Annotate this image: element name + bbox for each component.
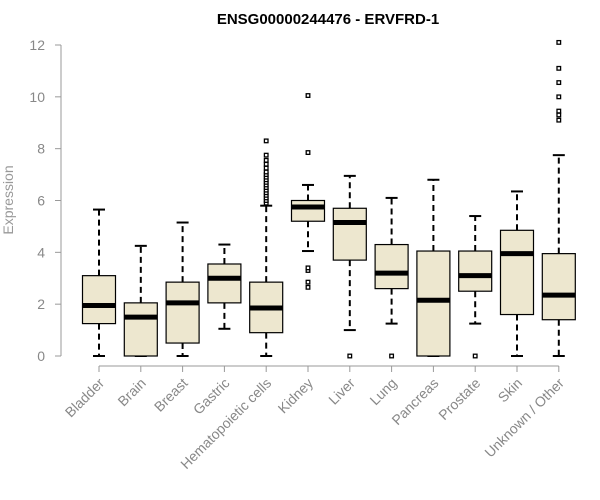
y-tick-label: 8 [37, 141, 45, 157]
box [499, 229, 535, 316]
outlier-point [347, 353, 353, 359]
box [458, 250, 493, 292]
outlier-point [263, 161, 269, 167]
box-group [165, 221, 200, 357]
outlier-point [556, 108, 562, 114]
box-group [541, 39, 576, 357]
outlier-point [305, 284, 311, 290]
outlier-point [263, 152, 269, 158]
x-tick-label: Brain [114, 375, 148, 409]
box [416, 250, 451, 357]
box [123, 302, 158, 357]
outlier-point [556, 65, 562, 71]
y-tick-label: 4 [37, 244, 45, 260]
x-tick-label: Prostate [435, 375, 483, 423]
y-tick-label: 2 [37, 296, 45, 312]
axes: 0 2 4 6 8 10 12 [29, 37, 560, 372]
box [165, 281, 200, 344]
box [332, 207, 367, 261]
y-tick-label: 6 [37, 193, 45, 209]
x-tick-label: Unknown / Other [481, 375, 567, 461]
box-group [458, 215, 493, 359]
x-tick-label: Bladder [62, 375, 108, 421]
outlier-point [263, 138, 269, 144]
y-tick-label: 0 [37, 348, 45, 364]
outlier-point [556, 94, 562, 100]
chart-title: ENSG00000244476 - ERVFRD-1 [217, 11, 439, 28]
box-group [416, 178, 451, 357]
outlier-point [263, 165, 269, 171]
outlier-point [263, 169, 269, 175]
box-group [290, 93, 326, 290]
box-group [499, 190, 535, 357]
outlier-point [305, 150, 311, 156]
outlier-point [305, 279, 311, 285]
box [81, 275, 117, 325]
outlier-point [556, 112, 562, 118]
x-tick-label: Kidney [275, 375, 317, 417]
box [290, 199, 326, 222]
box-group [332, 174, 367, 359]
box-group [207, 243, 242, 330]
outlier-point [556, 39, 562, 45]
y-axis-label: Expression [0, 165, 16, 234]
box-group [374, 196, 409, 359]
box [207, 263, 242, 304]
outlier-point [389, 353, 395, 359]
box-group [249, 138, 284, 357]
x-tick-label: Skin [495, 375, 526, 406]
x-tick-label: Breast [151, 375, 191, 415]
x-tick-label: Liver [325, 375, 358, 408]
outlier-point [305, 93, 311, 98]
box [374, 243, 409, 290]
outlier-point [263, 157, 269, 163]
y-tick-label: 12 [29, 37, 45, 53]
box [541, 253, 576, 321]
box-group [81, 208, 117, 357]
outlier-point [472, 353, 478, 359]
boxes [81, 39, 576, 359]
box-group [123, 244, 158, 357]
y-tick-label: 10 [29, 89, 45, 105]
x-tick-label: Lung [366, 375, 399, 408]
outlier-point [556, 117, 562, 123]
outlier-point [556, 80, 562, 86]
outlier-point [305, 265, 311, 271]
